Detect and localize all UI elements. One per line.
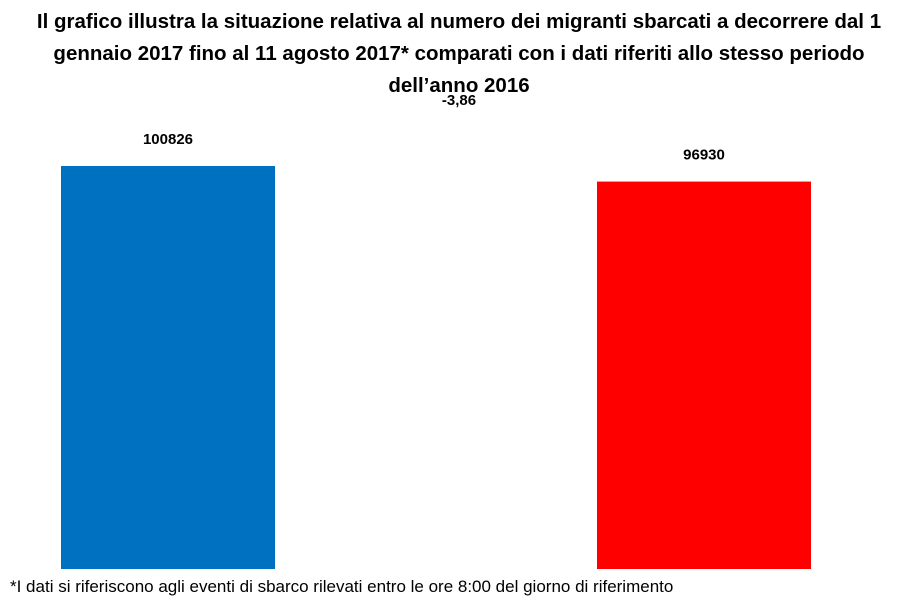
chart-title: Il grafico illustra la situazione relati… (0, 6, 918, 102)
footnote: *I dati si riferiscono agli eventi di sb… (10, 577, 674, 596)
chart-title-line-3: dell’anno 2016 (388, 74, 530, 97)
bar-1 (61, 166, 275, 569)
data-label-1: 100826 (143, 131, 193, 148)
chart-title-line-1: Il grafico illustra la situazione relati… (36, 10, 882, 33)
data-label-2: 96930 (683, 147, 725, 164)
percent-change-label: -3,86 (441, 92, 477, 109)
chart-title-line-2: gennaio 2017 fino al 11 agosto 2017* com… (53, 42, 865, 65)
bar-2 (597, 181, 811, 569)
